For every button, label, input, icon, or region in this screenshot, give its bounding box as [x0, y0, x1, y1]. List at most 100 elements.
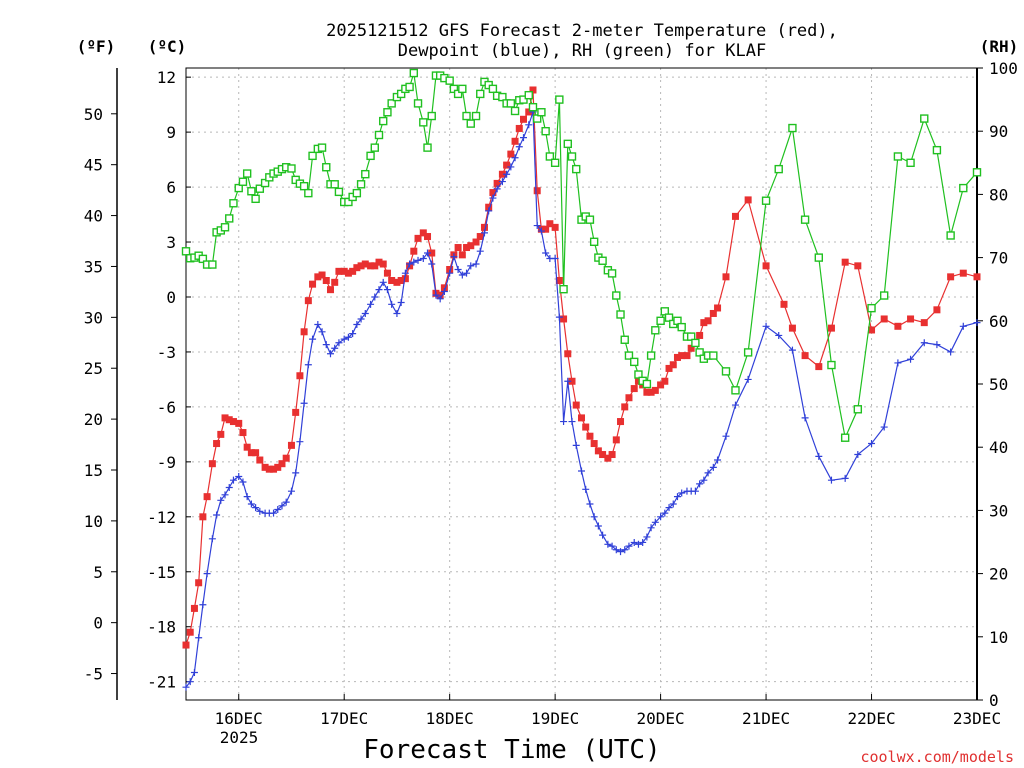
- rh-point: [466, 119, 475, 128]
- temperature-point: [498, 170, 506, 178]
- temperature-point: [560, 315, 568, 323]
- dewpoint-point: [657, 513, 665, 521]
- chart-title-line1: 2025121512 GFS Forecast 2-meter Temperat…: [326, 21, 838, 41]
- dewpoint-point: [287, 487, 295, 495]
- fahrenheit-tick-label: 5: [93, 563, 103, 582]
- temperature-point: [511, 137, 519, 145]
- dewpoint-point: [551, 255, 559, 263]
- temperature-point: [292, 408, 300, 416]
- x-tick-label: 20DEC: [637, 709, 685, 728]
- dewpoint-point: [673, 493, 681, 501]
- dewpoint-point: [542, 249, 550, 257]
- dewpoint-point: [507, 163, 515, 171]
- dewpoint-point: [371, 293, 379, 301]
- rh-tick-label: 80: [989, 185, 1008, 204]
- dewpoint-point: [762, 322, 770, 330]
- series-layer: [181, 68, 982, 691]
- x-tick-label: 23DEC: [953, 709, 1001, 728]
- rh-point: [686, 332, 696, 341]
- temperature-point: [375, 258, 383, 266]
- rh-point: [449, 84, 459, 94]
- dewpoint-point: [894, 359, 902, 367]
- dewpoint-point: [274, 505, 282, 513]
- dewpoint-point: [243, 493, 251, 501]
- fahrenheit-tick-label: 50: [84, 105, 103, 124]
- temperature-point: [529, 86, 537, 94]
- rh-point: [598, 256, 607, 265]
- watermark: coolwx.com/models: [860, 748, 1014, 766]
- dewpoint-point: [472, 260, 480, 268]
- temperature-point: [555, 276, 563, 284]
- temperature-point: [331, 278, 339, 286]
- rh-point: [630, 357, 639, 367]
- rh-point: [589, 237, 599, 247]
- rh-point: [458, 84, 467, 94]
- temperature-point: [973, 273, 981, 281]
- temperature-point: [489, 189, 497, 197]
- rh-point: [519, 95, 528, 104]
- rh-point: [379, 116, 388, 126]
- dewpoint-point: [247, 500, 255, 508]
- temperature-point: [933, 306, 941, 314]
- dewpoint-point: [704, 469, 712, 477]
- dewpoint-point: [419, 255, 427, 263]
- dewpoint-point: [714, 456, 722, 464]
- rh-tick-label: 60: [989, 312, 1008, 331]
- temperature-point: [476, 233, 484, 241]
- dewpoint-point: [731, 401, 739, 409]
- rh-point: [308, 151, 317, 161]
- rh-point: [299, 181, 309, 191]
- grid-lines: [186, 68, 977, 700]
- dewpoint-point: [186, 678, 194, 686]
- rh-point: [893, 152, 903, 161]
- temperature-point: [920, 319, 928, 327]
- rh-point: [419, 118, 428, 127]
- rh-point: [330, 180, 339, 189]
- dewpoint-point: [239, 478, 247, 486]
- temperature-line: [185, 89, 978, 646]
- temperature-point: [590, 440, 598, 448]
- temperature-point: [440, 284, 448, 292]
- temperature-point: [296, 372, 304, 380]
- dewpoint-point: [410, 258, 418, 266]
- temperature-point: [788, 324, 796, 332]
- temperature-point: [568, 377, 576, 385]
- dewpoint-point: [322, 341, 330, 349]
- rh-point: [361, 169, 370, 179]
- temperature-point: [647, 388, 655, 396]
- rh-point: [646, 351, 656, 360]
- x-tick-label: 18DEC: [426, 709, 474, 728]
- rh-point: [234, 183, 243, 193]
- dewpoint-point: [353, 320, 361, 328]
- temperature-point: [428, 249, 436, 257]
- temperature-point: [388, 276, 396, 284]
- dewpoint-point: [617, 548, 625, 556]
- dewpoint-point: [485, 207, 493, 215]
- rh-point: [946, 231, 955, 240]
- dewpoint-point: [349, 330, 357, 338]
- temperature-point: [485, 203, 493, 211]
- temperature-point: [367, 262, 375, 270]
- temperature-point: [525, 108, 533, 116]
- temperature-point: [261, 463, 269, 471]
- x-axis-title: Forecast Time (UTC): [363, 735, 660, 765]
- temperature-point: [322, 276, 330, 284]
- temperature-series: [182, 86, 981, 649]
- rh-point: [555, 95, 564, 104]
- x-tick-label: 21DEC: [742, 709, 790, 728]
- dewpoint-point: [393, 309, 401, 317]
- dewpoint-point: [709, 463, 717, 471]
- rh-point: [731, 386, 740, 395]
- dewpoint-point: [476, 247, 484, 255]
- temperature-point: [551, 223, 559, 231]
- temperature-point: [564, 350, 572, 358]
- dewpoint-point: [661, 509, 669, 517]
- temperature-point: [683, 352, 691, 360]
- dewpoint-point: [458, 271, 466, 279]
- temperature-point: [424, 233, 432, 241]
- temperature-point: [678, 352, 686, 360]
- dewpoint-point: [203, 570, 211, 578]
- dewpoint-point: [235, 473, 243, 481]
- temperature-point: [612, 436, 620, 444]
- rh-line: [185, 72, 978, 440]
